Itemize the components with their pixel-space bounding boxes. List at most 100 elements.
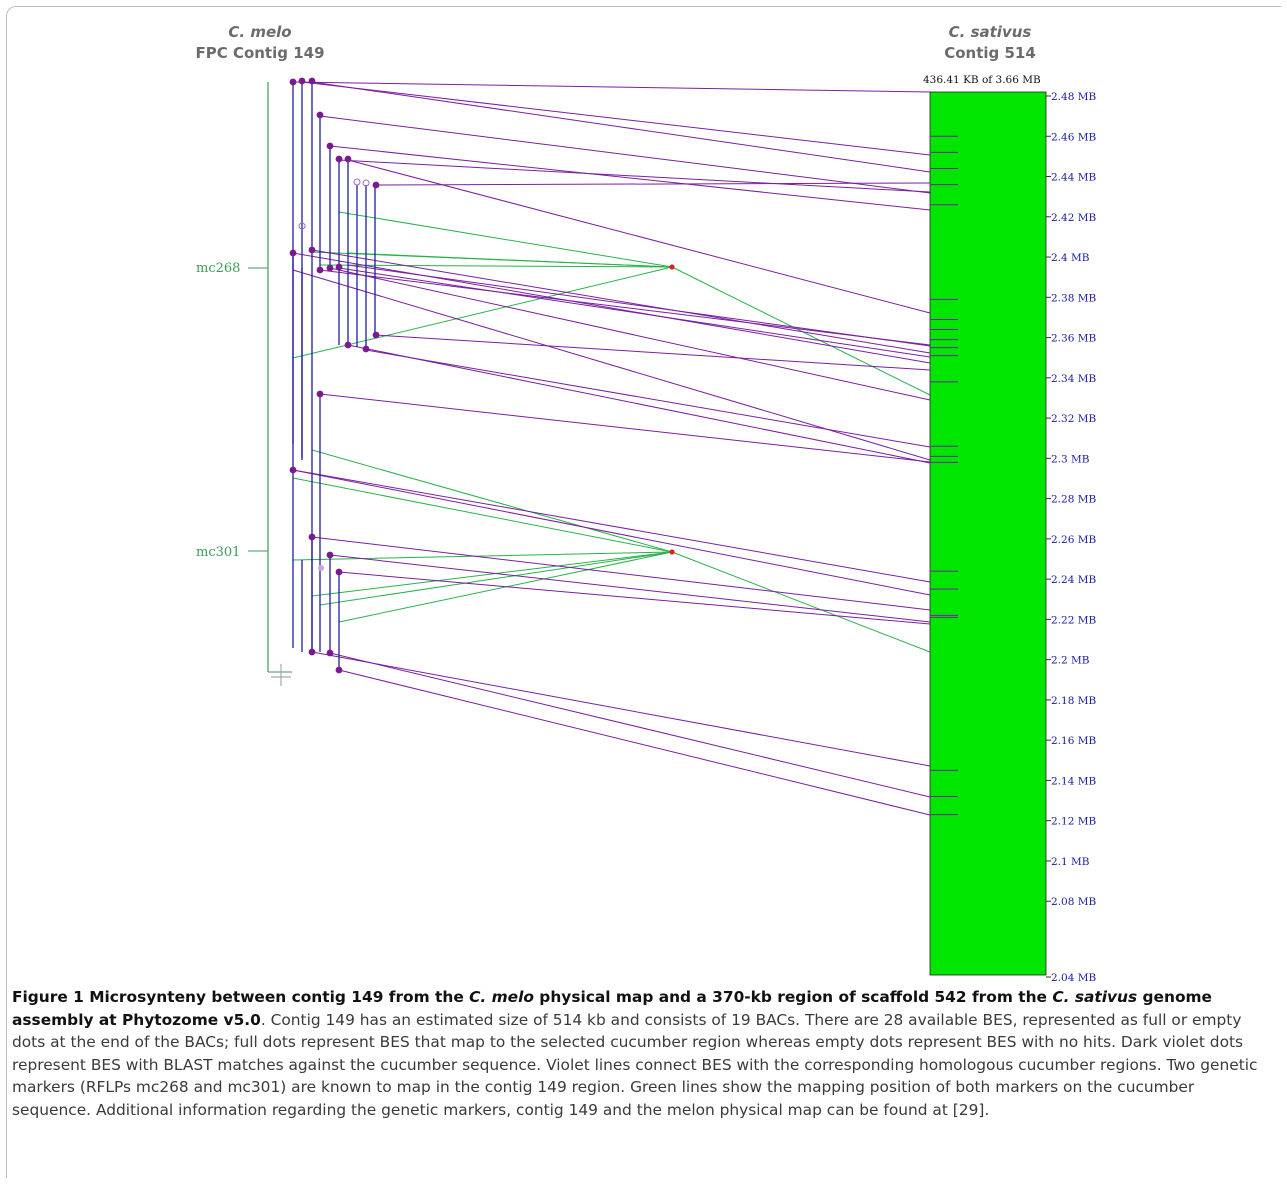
bes-connection <box>319 115 931 194</box>
bes-connection <box>375 334 931 371</box>
figure-caption: Figure 1 Microsynteny between contig 149… <box>12 986 1278 1121</box>
tick-label: 2.1 MB <box>1051 856 1090 868</box>
tick-label: 2.28 MB <box>1051 494 1096 506</box>
bes-full-dot <box>289 249 297 257</box>
bes-full-dot <box>326 264 334 272</box>
caption-label: Figure 1 <box>12 988 84 1006</box>
bes-full-dot <box>335 666 343 674</box>
marker-connection <box>319 264 673 268</box>
tick-label: 2.46 MB <box>1051 131 1096 143</box>
marker-hit-dot <box>669 549 675 555</box>
cucumber-species-label: C. sativus <box>948 23 1032 41</box>
caption-title-1: Microsynteny between contig 149 from the <box>83 988 470 1006</box>
bes-connection <box>292 469 931 596</box>
bes-full-dot <box>335 568 343 576</box>
marker-connection <box>292 477 673 553</box>
bes-connection <box>292 269 931 461</box>
bes-connection <box>311 249 931 354</box>
marker-connection <box>319 551 673 606</box>
bes-connection <box>338 571 931 625</box>
bes-connection <box>301 81 931 156</box>
bes-connection <box>347 344 931 464</box>
marker-connection <box>292 266 673 359</box>
bes-full-dot <box>316 111 324 119</box>
bes-connection <box>338 267 931 358</box>
melon-contig-header: C. melo FPC Contig 149 <box>160 22 360 64</box>
bes-connection <box>329 554 931 623</box>
bes-full-dot <box>289 466 297 474</box>
tick-label: 2.12 MB <box>1051 816 1096 828</box>
tick-label: 2.3 MB <box>1051 453 1090 465</box>
tick-label: 2.24 MB <box>1051 574 1096 586</box>
tick-label: 2.42 MB <box>1051 212 1096 224</box>
bes-connection <box>338 159 931 193</box>
tick-label: 2.16 MB <box>1051 735 1096 747</box>
bes-connection <box>329 267 931 401</box>
caption-title-3: physical map and a 370-kb region of scaf… <box>533 988 1053 1006</box>
melon-contig-label: FPC Contig 149 <box>195 44 325 62</box>
bes-connection <box>311 536 931 611</box>
tick-label: 2.36 MB <box>1051 333 1096 345</box>
scaffold-bar <box>929 91 1047 976</box>
cucumber-contig-label: Contig 514 <box>944 44 1036 62</box>
marker-connection <box>311 551 673 597</box>
marker-connection <box>292 551 673 561</box>
bes-light-dot <box>318 565 324 571</box>
bes-full-dot <box>372 331 380 339</box>
cucumber-contig-header: C. sativus Contig 514 <box>890 22 1090 64</box>
bes-full-dot <box>344 341 352 349</box>
bes-full-dot <box>316 266 324 274</box>
tick-label: 2.08 MB <box>1051 896 1096 908</box>
bes-full-dot <box>326 142 334 150</box>
tick-label: 2.32 MB <box>1051 413 1096 425</box>
marker-label-mc301: mc301 <box>196 545 240 560</box>
bes-connection <box>347 264 931 347</box>
bes-full-dot <box>298 77 306 85</box>
bes-full-dot <box>308 648 316 656</box>
marker-axis <box>248 82 292 686</box>
tick-label: 2.14 MB <box>1051 775 1096 787</box>
bes-empty-dot <box>353 178 361 186</box>
tick-label: 2.34 MB <box>1051 373 1096 385</box>
bes-connection <box>292 81 931 93</box>
bes-connection <box>292 469 931 583</box>
scale-note: 436.41 KB of 3.66 MB <box>923 74 1041 86</box>
bes-full-dot <box>289 78 297 86</box>
bes-empty-dot <box>298 222 306 230</box>
tick-label: 2.22 MB <box>1051 614 1096 626</box>
bes-connection <box>311 651 931 767</box>
marker-connection <box>311 449 673 553</box>
bes-connection <box>311 81 931 173</box>
caption-body: . Contig 149 has an estimated size of 51… <box>12 1010 1258 1119</box>
bes-full-dot <box>335 263 343 271</box>
cucumber-scaffold <box>929 91 1047 976</box>
bes-connection <box>347 159 931 314</box>
bes-full-dot <box>372 181 380 189</box>
tick-label: 2.26 MB <box>1051 534 1096 546</box>
bes-full-dot <box>344 155 352 163</box>
bes-connection <box>365 349 931 448</box>
tick-label: 2.38 MB <box>1051 292 1096 304</box>
microsynteny-diagram: 2.48 MB 2.46 MB 2.44 MB 2.42 MB 2.4 MB 2.38 M… <box>196 74 1096 984</box>
bes-full-dot <box>308 533 316 541</box>
caption-title-2: C. melo <box>469 988 534 1006</box>
marker-hit-dot <box>669 264 675 270</box>
bes-full-dot <box>308 246 316 254</box>
melon-species-label: C. melo <box>228 23 292 41</box>
marker-connection <box>311 251 673 268</box>
bes-full-dot <box>308 77 316 85</box>
caption-title-5: genome assembly at Phytozome v5.0 <box>12 988 1212 1029</box>
bes-connection <box>329 145 931 211</box>
bes-connection <box>319 269 931 346</box>
bes-full-dot <box>335 155 343 163</box>
bes-full-dot <box>362 345 370 353</box>
bes-connection <box>292 252 931 364</box>
bes-connection <box>329 652 931 798</box>
figure-frame <box>6 6 1281 1178</box>
bes-empty-dot <box>362 179 370 187</box>
tick-label: 2.04 MB <box>1051 972 1096 984</box>
marker-connection <box>671 551 931 653</box>
bes-full-dot <box>316 390 324 398</box>
tick-label: 2.44 MB <box>1051 172 1096 184</box>
bes-connection <box>338 669 931 816</box>
